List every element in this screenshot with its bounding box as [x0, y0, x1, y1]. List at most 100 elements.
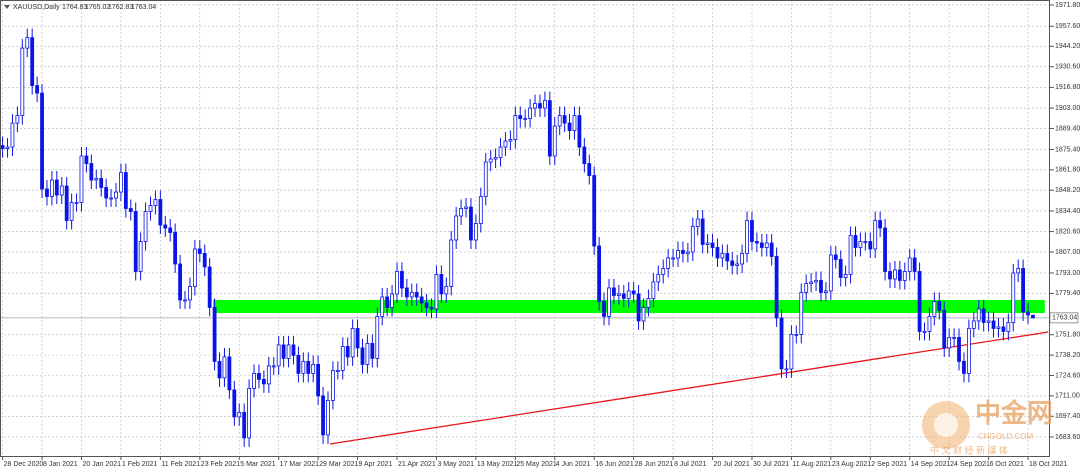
candle-body — [725, 253, 730, 262]
candle-body — [809, 281, 814, 284]
candle-body — [828, 254, 833, 292]
candle-body — [257, 373, 261, 380]
candle-body — [69, 202, 74, 221]
x-tick-label: 24 Sep 2021 — [950, 461, 990, 468]
candle-body — [380, 296, 385, 317]
x-tick-label: 29 Mar 2021 — [319, 461, 358, 468]
candle-body — [971, 320, 976, 329]
candle-body — [350, 328, 355, 358]
candle-body — [503, 140, 508, 148]
candle-body — [94, 178, 99, 181]
x-tick-label: 20 Jan 2021 — [82, 461, 121, 468]
candle-body — [922, 331, 927, 333]
candle-body — [572, 115, 577, 131]
candle-body — [301, 361, 306, 374]
candle-body — [947, 337, 952, 349]
candle-body — [311, 364, 316, 374]
candle-body — [59, 185, 64, 196]
y-tick-label: 1807.00 — [1055, 249, 1080, 256]
candle-body — [163, 224, 168, 229]
candle-body — [104, 187, 109, 199]
candle-body — [641, 307, 646, 322]
candle-body — [40, 92, 44, 190]
candle-body — [64, 185, 69, 221]
candle-body — [700, 218, 705, 245]
ohlc-close: 1763.04 — [131, 4, 156, 11]
candle-body — [873, 220, 878, 250]
candle-body — [651, 281, 656, 299]
candle-body — [138, 241, 143, 272]
candle-body — [54, 179, 59, 196]
x-tick-label: 17 Mar 2021 — [280, 461, 319, 468]
watermark-brand: 中金网 — [975, 398, 1053, 428]
y-tick-label: 1793.00 — [1055, 270, 1080, 277]
candle-body — [390, 293, 394, 308]
candle-body — [242, 411, 247, 439]
candle-body — [656, 274, 661, 283]
candle-body — [538, 103, 542, 109]
candle-body — [370, 343, 375, 359]
candle-body — [685, 251, 690, 254]
x-tick-label: 9 Apr 2021 — [359, 461, 393, 468]
x-tick-label: 30 Jul 2021 — [753, 461, 789, 468]
candle-body — [577, 115, 582, 148]
candle-body — [671, 257, 675, 260]
candle-body — [523, 118, 528, 120]
x-tick-label: 21 Apr 2021 — [398, 461, 436, 468]
candle-body — [602, 301, 606, 317]
candle-body — [217, 361, 222, 379]
candle-body — [5, 146, 10, 149]
candle-body — [754, 241, 759, 244]
candle-body — [991, 320, 996, 329]
candle-body — [868, 241, 873, 250]
candle-body — [552, 125, 557, 157]
candle-body — [237, 411, 242, 418]
candle-body — [414, 292, 419, 298]
x-tick-label: 4 Jun 2021 — [556, 461, 591, 468]
candle-body — [547, 100, 552, 157]
candle-body — [804, 283, 809, 293]
candle-body — [123, 172, 128, 209]
candle-body — [50, 179, 54, 197]
x-tick-label: 23 Aug 2021 — [832, 461, 871, 468]
candle-body — [74, 202, 79, 204]
candle-body — [30, 37, 35, 86]
candle-body — [1006, 322, 1011, 332]
x-tick-label: 1 Feb 2021 — [122, 461, 158, 468]
y-tick-label: 1889.40 — [1055, 125, 1080, 132]
y-tick-label: 1903.00 — [1055, 105, 1080, 112]
candle-body — [10, 122, 15, 148]
candle-body — [345, 346, 350, 358]
candle-body — [858, 241, 863, 248]
candle-body — [133, 211, 138, 272]
candle-body — [321, 395, 325, 436]
candle-body — [740, 253, 744, 265]
x-tick-label: 11 Feb 2021 — [161, 461, 200, 468]
candle-body — [883, 227, 887, 272]
candle-body — [779, 317, 784, 370]
candle-body — [395, 271, 399, 295]
trend-line — [329, 331, 1049, 445]
candle-body — [902, 271, 907, 281]
candle-body — [498, 146, 503, 158]
y-tick-label: 1875.40 — [1055, 146, 1080, 153]
candle-body — [996, 326, 1001, 329]
candle-body — [271, 365, 276, 368]
candle-body — [493, 157, 498, 160]
candle-body — [261, 379, 266, 385]
candle-body — [616, 293, 621, 296]
candle-body — [0, 145, 5, 149]
x-tick-label: 28 Dec 2020 — [4, 461, 44, 468]
candle-body — [365, 343, 370, 365]
x-tick-label: 20 Jul 2021 — [714, 461, 750, 468]
x-tick-label: 13 May 2021 — [477, 461, 518, 468]
candle-body — [710, 242, 715, 248]
candle-body — [676, 250, 680, 259]
candle-body — [750, 220, 754, 242]
candle-body — [927, 316, 932, 332]
x-tick-label: 23 Feb 2021 — [201, 461, 240, 468]
candle-body — [478, 196, 483, 224]
candle-body — [893, 269, 897, 280]
candle-body — [907, 257, 912, 272]
ohlc-high: 1765.02 — [85, 4, 110, 11]
